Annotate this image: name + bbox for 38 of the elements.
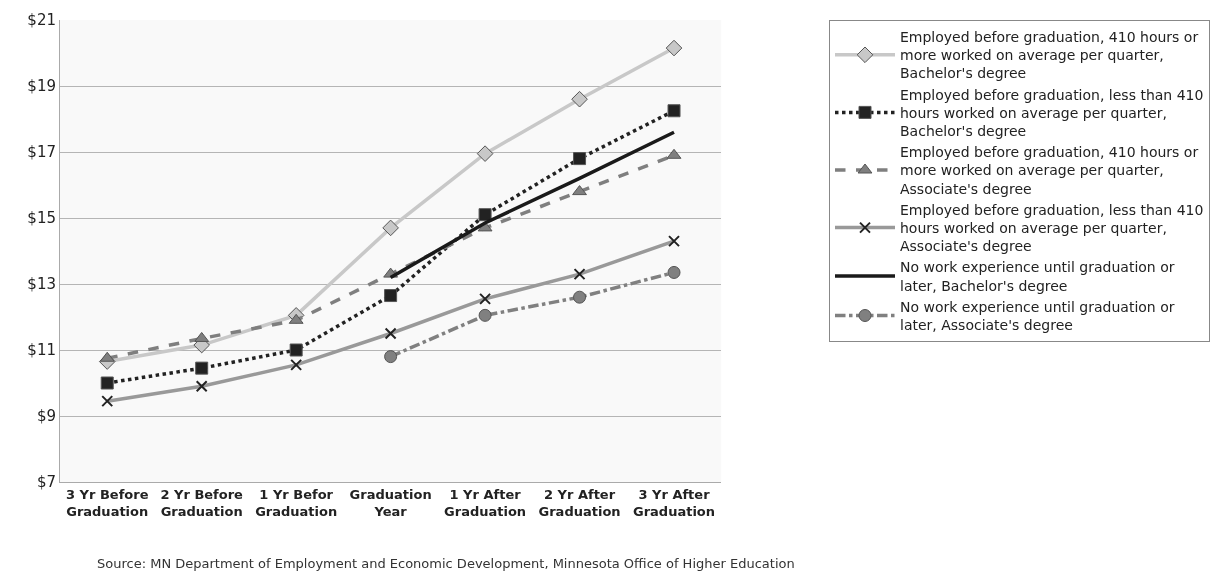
point: [384, 350, 398, 364]
x-tick-label: 1 Yr After Graduation: [444, 486, 527, 519]
point: [573, 152, 587, 166]
x-tick-label: 2 Yr Before Graduation: [160, 486, 244, 519]
legend-label: No work experience until graduation or later, Associate's degree: [900, 298, 1175, 334]
point: [573, 290, 587, 304]
point: [382, 219, 399, 237]
y-tick-label: $7: [36, 473, 56, 492]
point: [478, 208, 492, 222]
y-tick-label: $15: [27, 209, 56, 228]
x-tick-label: 3 Yr Before Graduation: [66, 486, 149, 519]
point: [667, 265, 681, 279]
source-note: Source: MN Department of Employment and Economic Development, Minnesota Office of Higher Education: [97, 556, 795, 571]
point: [478, 308, 492, 322]
y-tick-label: $21: [27, 11, 56, 30]
legend-label: No work experience until graduation or later, Bachelor's degree: [900, 259, 1175, 294]
x-tick-label: 1 Yr Befor Graduation: [255, 486, 338, 519]
point: [571, 90, 588, 108]
legend-label: Employed before graduation, 410 hours or more worked on average per quarter, Associate's degree: [900, 144, 1199, 197]
y-tick-label: $17: [27, 143, 56, 162]
point: [195, 361, 209, 375]
point: [572, 185, 587, 196]
point: [100, 376, 114, 390]
x-tick-label: 2 Yr After Graduation: [538, 486, 621, 519]
y-tick-label: $11: [27, 341, 56, 360]
y-tick-label: $19: [27, 77, 56, 96]
y-tick-label: $13: [27, 275, 56, 294]
y-tick-label: $9: [36, 407, 56, 426]
legend-label: Employed before graduation, 410 hours or more worked on average per quarter, Bachelor's degree: [900, 29, 1199, 82]
x-tick-label: 3 Yr After Graduation: [633, 486, 716, 519]
point: [476, 145, 494, 162]
x-tick-label: Graduation Year: [349, 486, 432, 519]
point: [384, 289, 398, 303]
point: [665, 39, 683, 57]
point: [667, 104, 681, 118]
legend-label: Employed before graduation, less than 410 hours worked on average per quarter, Associate's degree: [900, 201, 1204, 255]
point: [289, 343, 303, 357]
legend-label: Employed before graduation, less than 410 hours worked on average per quarter, Bachelor's degree: [900, 86, 1204, 140]
